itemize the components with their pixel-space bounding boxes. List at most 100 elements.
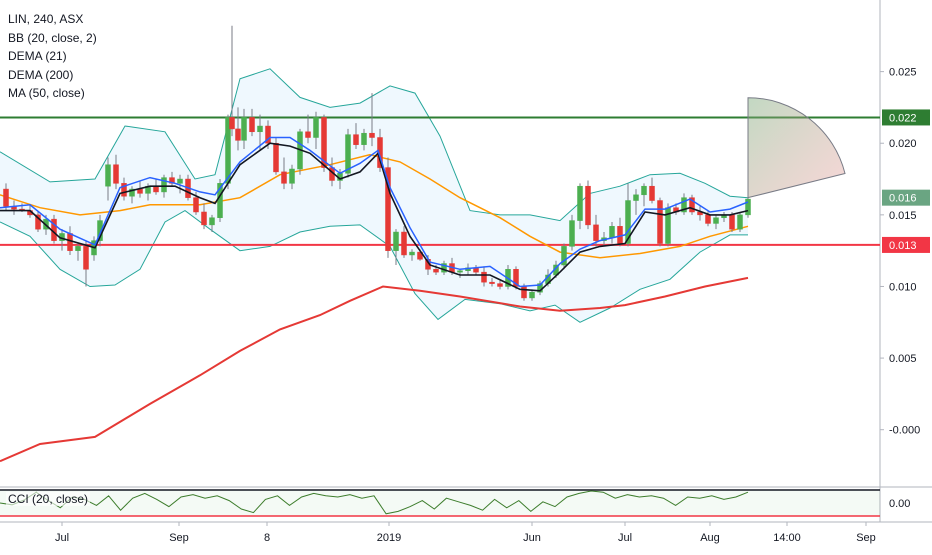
candle-body bbox=[625, 200, 631, 244]
candle-body bbox=[265, 125, 271, 144]
time-tick-label: Sep bbox=[169, 532, 189, 544]
candle-body bbox=[161, 177, 167, 193]
price-tick-label: 0.005 bbox=[889, 353, 917, 365]
candle bbox=[201, 203, 207, 230]
dema-200-line bbox=[0, 276, 749, 463]
level-badge-0-bg bbox=[882, 109, 930, 126]
price-tick-label: 0.025 bbox=[889, 67, 917, 79]
candle-body bbox=[153, 185, 159, 193]
candle bbox=[209, 214, 215, 233]
candle-body bbox=[609, 226, 615, 239]
candle bbox=[113, 154, 119, 190]
candle bbox=[229, 25, 235, 137]
candle-body bbox=[3, 188, 9, 207]
candle bbox=[353, 123, 359, 149]
indicator-dema-200[interactable]: DEMA (200) bbox=[8, 67, 74, 82]
candle-body bbox=[257, 125, 263, 133]
candle bbox=[561, 243, 567, 270]
candle bbox=[385, 157, 391, 258]
candle bbox=[305, 114, 311, 144]
time-tick-label: Jul bbox=[618, 532, 632, 544]
candle-body bbox=[361, 132, 367, 145]
time-tick-label: 8 bbox=[264, 532, 270, 544]
time-tick-label: Jun bbox=[523, 532, 541, 544]
bollinger-lower-line bbox=[0, 210, 748, 323]
candle-body bbox=[457, 270, 463, 273]
candle-body bbox=[369, 132, 375, 138]
chart-legend: LIN, 240, ASX BB (20, close, 2) DEMA (21… bbox=[8, 10, 97, 103]
candle-body bbox=[229, 117, 235, 130]
candle-body bbox=[353, 134, 359, 145]
candle bbox=[297, 128, 303, 175]
candle-body bbox=[521, 286, 527, 299]
projection-wedge bbox=[747, 97, 846, 199]
candle bbox=[321, 114, 327, 172]
candle bbox=[513, 266, 519, 290]
candle bbox=[489, 277, 495, 287]
candle bbox=[593, 214, 599, 247]
level-badge-1-bg bbox=[882, 236, 930, 253]
dema-21-line bbox=[0, 142, 749, 292]
candle bbox=[529, 289, 535, 301]
price-tick-label: 0.010 bbox=[889, 281, 917, 293]
candle-body bbox=[313, 117, 319, 138]
candle bbox=[481, 266, 487, 287]
candle-body bbox=[489, 281, 495, 284]
candle bbox=[377, 128, 383, 172]
indicator-bb[interactable]: BB (20, close, 2) bbox=[8, 30, 97, 45]
candle-body bbox=[529, 291, 535, 299]
candle bbox=[577, 183, 583, 230]
time-tick-label: 2019 bbox=[377, 532, 401, 544]
candle-body bbox=[577, 185, 583, 221]
candle bbox=[409, 249, 415, 261]
symbol-title[interactable]: LIN, 240, ASX bbox=[8, 12, 84, 26]
cci-legend[interactable]: CCI (20, close) bbox=[6, 492, 91, 506]
candle bbox=[257, 114, 263, 151]
candle-body bbox=[633, 194, 639, 201]
candle bbox=[657, 197, 663, 247]
candle-body bbox=[289, 168, 295, 184]
candle bbox=[281, 157, 287, 190]
candle-body bbox=[585, 185, 591, 226]
time-tick-label: Aug bbox=[700, 532, 720, 544]
candle bbox=[497, 280, 503, 290]
candle bbox=[641, 183, 647, 207]
candle-body bbox=[235, 128, 241, 141]
candle bbox=[249, 108, 255, 137]
candle bbox=[689, 194, 695, 215]
candle-body bbox=[657, 200, 663, 244]
candle bbox=[361, 128, 367, 151]
candle-body bbox=[513, 269, 519, 287]
candle-body bbox=[705, 214, 711, 224]
candle bbox=[3, 183, 9, 211]
indicator-dema-21[interactable]: DEMA (21) bbox=[8, 49, 67, 63]
candle-body bbox=[201, 211, 207, 226]
candle-body bbox=[241, 117, 247, 141]
candle bbox=[569, 214, 575, 251]
candle bbox=[649, 177, 655, 204]
candle-body bbox=[401, 231, 407, 256]
candle-body bbox=[433, 269, 439, 273]
candle-body bbox=[83, 246, 89, 270]
candle-body bbox=[321, 117, 327, 168]
candle-body bbox=[129, 188, 135, 197]
candle-body bbox=[713, 217, 719, 224]
candle-body bbox=[105, 164, 111, 187]
candle-body bbox=[417, 251, 423, 260]
time-tick-label: Jul bbox=[55, 532, 69, 544]
candle-body bbox=[177, 178, 183, 184]
level-badge-0: 0.022 bbox=[889, 112, 917, 124]
candle-body bbox=[481, 271, 487, 283]
price-tick-label: 0.020 bbox=[889, 138, 917, 150]
candle-body bbox=[305, 131, 311, 138]
candle bbox=[401, 226, 407, 258]
candle-body bbox=[377, 137, 383, 168]
candle bbox=[177, 174, 183, 194]
candle-body bbox=[737, 214, 743, 230]
candle bbox=[313, 111, 319, 149]
cci-line bbox=[0, 490, 749, 515]
indicator-ma-50[interactable]: MA (50, close) bbox=[8, 86, 85, 100]
candle-body bbox=[209, 217, 215, 226]
candle-body bbox=[121, 183, 127, 197]
